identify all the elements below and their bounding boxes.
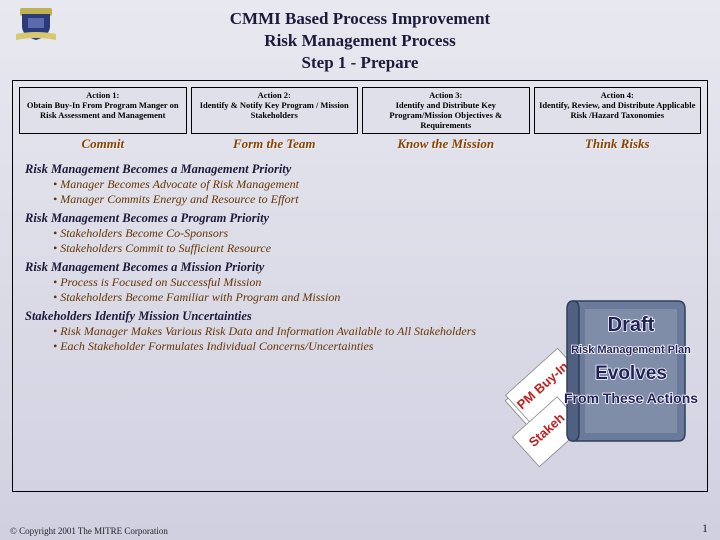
title-line-3: Step 1 - Prepare [0, 52, 720, 74]
copyright-footer: © Copyright 2001 The MITRE Corporation [10, 526, 168, 536]
priority-block: Risk Management Becomes a Management Pri… [25, 162, 475, 207]
actions-row: Action 1: Obtain Buy-In From Program Man… [19, 87, 701, 134]
book-line: From These Actions [564, 390, 698, 406]
priority-block: Risk Management Becomes a Mission Priori… [25, 260, 475, 305]
priority-bullet: • Manager Commits Energy and Resource to… [53, 192, 475, 207]
priority-bullet: • Stakeholders Commit to Sufficient Reso… [53, 241, 475, 256]
priority-heading: Risk Management Becomes a Mission Priori… [25, 260, 475, 275]
priority-bullet: • Risk Manager Makes Various Risk Data a… [53, 324, 685, 339]
title-line-2: Risk Management Process [0, 30, 720, 52]
phase-label: Know the Mission [362, 136, 530, 152]
phase-row: Commit Form the Team Know the Mission Th… [19, 136, 701, 152]
phase-label: Commit [19, 136, 187, 152]
action-box: Action 4: Identify, Review, and Distribu… [534, 87, 702, 134]
phase-label: Form the Team [191, 136, 359, 152]
phase-label: Think Risks [534, 136, 702, 152]
action-box: Action 2: Identify & Notify Key Program … [191, 87, 359, 134]
priority-block: Risk Management Becomes a Program Priori… [25, 211, 475, 256]
book-line: Evolves [595, 363, 667, 384]
action-box: Action 1: Obtain Buy-In From Program Man… [19, 87, 187, 134]
priority-bullet: • Stakeholders Become Familiar with Prog… [53, 290, 475, 305]
priority-bullet: • Stakeholders Become Co-Sponsors [53, 226, 475, 241]
action-desc: Identify, Review, and Distribute Applica… [539, 100, 695, 120]
action-box: Action 3: Identify and Distribute Key Pr… [362, 87, 530, 134]
priority-bullet: • Manager Becomes Advocate of Risk Manag… [53, 177, 475, 192]
slide-header: CMMI Based Process Improvement Risk Mana… [0, 0, 720, 80]
priority-bullet: • Process is Focused on Successful Missi… [53, 275, 475, 290]
diag-label-1: PM Buy-In [514, 359, 571, 413]
action-desc: Obtain Buy-In From Program Manger on Ris… [27, 100, 179, 120]
priority-heading: Risk Management Becomes a Program Priori… [25, 211, 475, 226]
priorities-container: Risk Management Becomes a Management Pri… [19, 162, 701, 354]
action-desc: Identify and Distribute Key Program/Miss… [389, 100, 502, 130]
logo [14, 6, 58, 42]
action-desc: Identify & Notify Key Program / Mission … [200, 100, 349, 120]
priority-block: Stakeholders Identify Mission Uncertaint… [25, 309, 685, 354]
title-line-1: CMMI Based Process Improvement [0, 8, 720, 30]
content-frame: Action 1: Obtain Buy-In From Program Man… [12, 80, 708, 492]
priority-heading: Stakeholders Identify Mission Uncertaint… [25, 309, 685, 324]
priority-bullet: • Each Stakeholder Formulates Individual… [53, 339, 685, 354]
page-number: 1 [702, 521, 708, 536]
priority-heading: Risk Management Becomes a Management Pri… [25, 162, 475, 177]
diag-label-2: Stakeh [526, 410, 568, 450]
